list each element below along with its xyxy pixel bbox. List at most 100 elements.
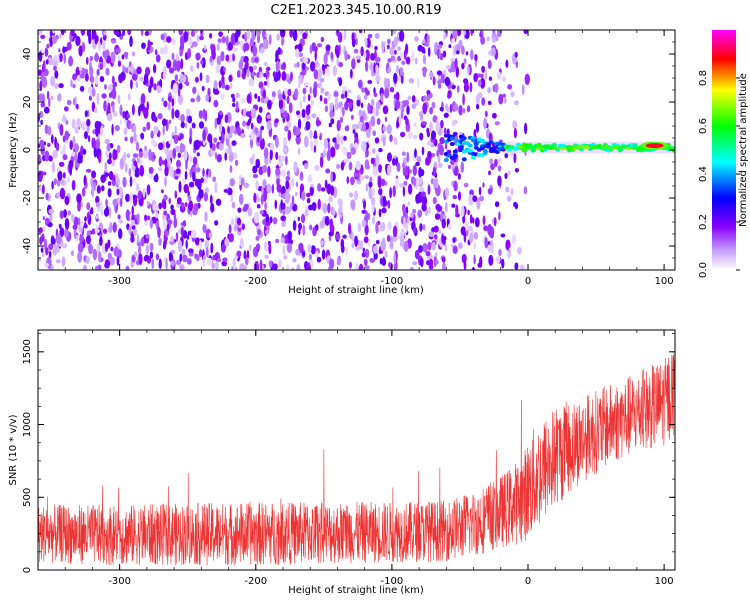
heatmap-cell [352,123,356,130]
heatmap-cell [196,254,200,262]
heatmap-cell [317,75,321,82]
heatmap-cell [367,240,371,247]
heatmap-cell [461,45,465,55]
heatmap-cell [63,209,67,218]
heatmap-cell [121,54,125,60]
heatmap-cell [419,132,424,141]
heatmap-cell [161,118,167,127]
heatmap-cell [469,82,473,93]
heatmap-cell [361,123,366,132]
heatmap-cell [164,158,168,169]
heatmap-cell [311,113,317,119]
heatmap-cell [176,197,182,205]
heatmap-cell [70,30,75,36]
heatmap-cell [132,228,138,236]
heatmap-cell [422,39,426,45]
heatmap-cell [242,120,247,127]
heatmap-cell [74,96,77,109]
heatmap-cell [168,251,172,262]
heatmap-cell [473,142,479,146]
heatmap-cell [386,124,392,134]
heatmap-cell [262,164,268,173]
heatmap-cell [130,79,133,90]
heatmap-cell [387,152,392,162]
heatmap-cell [272,217,278,225]
snr-frame [37,329,676,571]
heatmap-cell [413,177,417,187]
heatmap-cell [189,156,193,163]
heatmap-cell [450,159,455,165]
heatmap-cell [163,194,168,201]
heatmap-cell [360,46,364,57]
heatmap-cell [361,219,367,228]
heatmap-cell [62,46,66,54]
heatmap-cell [255,235,260,241]
heatmap-cell [210,242,214,254]
heatmap-cell [427,184,431,195]
heatmap-cell [267,99,272,110]
heatmap-cell [388,262,392,268]
heatmap-cell [303,116,308,122]
heatmap-cell [190,30,195,37]
snr-y-tick-label: 0 [22,567,33,573]
heatmap-cell [368,188,373,200]
heatmap-cell [59,187,66,200]
heatmap-cell [328,231,334,237]
heatmap-cell [413,122,417,127]
heatmap-cell [73,216,79,227]
heatmap-cell [258,106,263,113]
heatmap-cell [307,244,312,253]
heatmap-cell [38,186,42,192]
heatmap-cell [417,209,423,218]
heatmap-cell [91,170,97,179]
heatmap-cell [354,235,358,248]
heatmap-cell [88,95,92,101]
heatmap-cell [71,179,76,191]
heatmap-cell [135,141,140,152]
heatmap-cell [460,161,465,173]
heatmap-cell [163,44,168,55]
heatmap-cell [155,54,161,63]
heatmap-cell [205,247,209,258]
heatmap-cell [513,152,517,164]
heatmap-cell [86,211,90,220]
heatmap-cell [477,262,483,268]
heatmap-cell [498,93,504,105]
heatmap-cell [175,175,179,180]
heatmap-cell [50,75,56,87]
heatmap-cell [108,84,113,92]
heatmap-cell [445,103,449,111]
heatmap-cell [204,211,208,222]
heatmap-cell [474,217,480,228]
heatmap-cell [378,249,383,254]
heatmap-cell [86,202,91,211]
heatmap-cell [398,113,402,126]
heatmap-cell [378,147,383,153]
heatmap-cell [111,75,115,85]
heatmap-cell [465,220,469,231]
heatmap-cell [523,186,528,195]
heatmap-cell [265,32,268,39]
heatmap-cells [38,30,675,270]
heatmap-cell [245,256,249,266]
heatmap-cell [168,197,171,205]
heatmap-cell [91,137,96,149]
heatmap-cell [95,126,99,137]
heatmap-cell [367,80,373,84]
heatmap-cell [221,36,226,44]
heatmap-cell [146,200,150,206]
heatmap-cell [497,175,502,187]
heatmap-cell [297,216,300,222]
heatmap-cell [259,73,263,79]
heatmap-cell [387,38,391,45]
heatmap-cell [118,219,124,224]
heatmap-cell [264,201,267,211]
heatmap-cell [233,224,238,232]
heatmap-cell [356,58,361,63]
heatmap-cell [203,176,208,184]
heatmap-cell [147,39,151,51]
heatmap-cell [364,224,369,236]
heatmap-cell [129,123,132,129]
heatmap-cell [224,114,229,124]
heatmap-cell [177,94,183,105]
